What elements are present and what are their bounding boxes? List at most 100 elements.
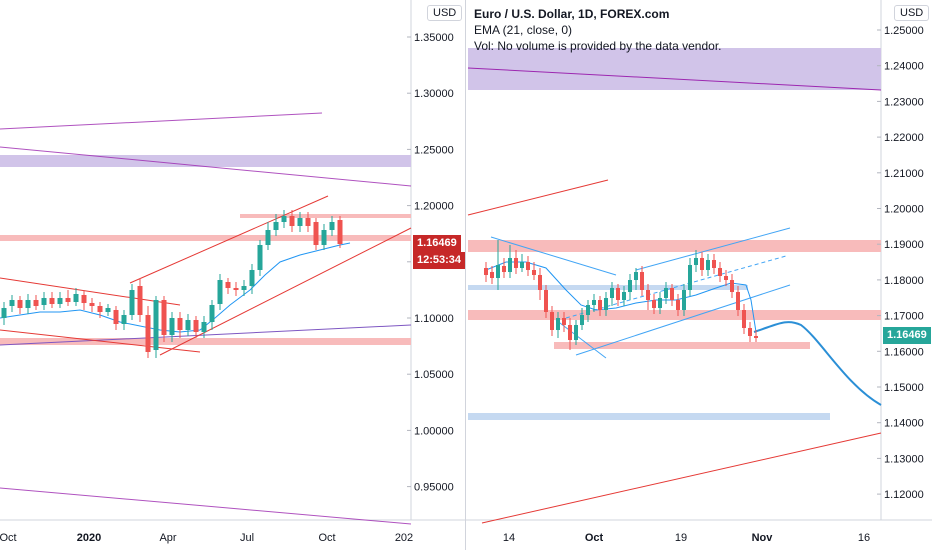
left-time-label: 2020 <box>77 532 101 544</box>
left-price-label: 1.10000 <box>414 313 454 325</box>
left-time-label: Apr <box>159 532 176 544</box>
left-pink-zone-3 <box>240 214 411 218</box>
right-price-label: 1.15000 <box>884 382 924 394</box>
candle-body <box>1 308 7 318</box>
legend-volume[interactable]: Vol: No volume is provided by the data v… <box>474 39 722 53</box>
right-blue-line-4 <box>635 227 791 271</box>
right-price-label: 1.22000 <box>884 132 924 144</box>
left-price-label: 1.20000 <box>414 201 454 213</box>
right-purple-line <box>467 67 882 91</box>
left-purple-zone <box>0 155 411 167</box>
candle-body <box>193 320 199 332</box>
candle-body <box>484 268 488 275</box>
candle-body <box>265 230 271 245</box>
right-pink-zone-2 <box>468 310 881 320</box>
left-purple-line-2 <box>0 146 412 187</box>
left-price-label: 1.35000 <box>414 32 454 44</box>
right-pink-zone-3 <box>554 342 810 349</box>
candle-body <box>664 288 668 298</box>
right-pink-zone-1 <box>468 240 881 252</box>
left-price-label: 1.30000 <box>414 88 454 100</box>
right-blue-zone-1 <box>468 285 748 290</box>
candle-body <box>706 260 710 270</box>
right-candles <box>484 240 758 350</box>
candle-body <box>129 290 135 315</box>
candle-body <box>556 318 560 330</box>
right-price-label: 1.24000 <box>884 61 924 73</box>
right-current-price-label: 1.16469 <box>883 327 931 344</box>
candle-body <box>754 336 758 338</box>
candle-body <box>532 270 536 275</box>
candle-body <box>724 276 728 280</box>
left-pink-zone-1 <box>0 235 411 241</box>
candle-body <box>550 312 554 330</box>
left-countdown-label: 12:53:34 <box>413 252 465 269</box>
right-time-label: 19 <box>675 532 687 544</box>
candle-body <box>169 318 175 335</box>
candle-body <box>676 300 680 310</box>
right-currency-button[interactable]: USD <box>894 5 930 21</box>
right-chart-canvas[interactable]: 1.25000 1.24000 1.23000 1.22000 1.21000 1.200… <box>466 0 932 550</box>
left-time-label: 202 <box>395 532 413 544</box>
candle-body <box>17 300 23 308</box>
candle-body <box>113 310 119 324</box>
right-price-label: 1.13000 <box>884 453 924 465</box>
candle-body <box>538 275 542 290</box>
candle-body <box>574 325 578 340</box>
left-pink-zone-2 <box>0 338 411 345</box>
candle-body <box>562 318 566 325</box>
candle-body <box>297 218 303 226</box>
legend-ema[interactable]: EMA (21, close, 0) <box>474 23 573 37</box>
candle-body <box>209 305 215 322</box>
candle-body <box>502 266 506 272</box>
candle-body <box>153 300 159 350</box>
legend-title[interactable]: Euro / U.S. Dollar, 1D, FOREX.com <box>474 7 670 21</box>
right-price-label: 1.20000 <box>884 204 924 216</box>
candle-body <box>57 298 63 304</box>
left-chart-pane[interactable]: 1.350001.300001.250001.200001.150001.100… <box>0 0 465 550</box>
candle-body <box>305 218 311 226</box>
candle-body <box>145 315 151 352</box>
candle-body <box>41 298 47 305</box>
candle-body <box>201 322 207 332</box>
candle-body <box>652 300 656 308</box>
candle-body <box>89 303 95 306</box>
candle-body <box>634 272 638 280</box>
candle-body <box>177 318 183 330</box>
left-red-line-2 <box>0 329 201 353</box>
right-blue-zone-2 <box>468 413 830 420</box>
candle-body <box>313 222 319 245</box>
candle-body <box>670 288 674 300</box>
left-red-line-3 <box>129 195 329 284</box>
right-price-label: 1.19000 <box>884 239 924 251</box>
left-currency-button[interactable]: USD <box>427 5 463 21</box>
right-price-label: 1.17000 <box>884 311 924 323</box>
right-ema-line <box>485 261 757 333</box>
right-price-label: 1.21000 <box>884 168 924 180</box>
right-price-label: 1.14000 <box>884 418 924 430</box>
right-price-labels: 1.25000 1.24000 1.23000 1.22000 1.21000 1.200… <box>877 25 924 501</box>
right-price-label: 1.25000 <box>884 25 924 37</box>
candle-body <box>73 294 79 302</box>
right-price-label: 1.18000 <box>884 275 924 287</box>
candle-body <box>33 300 39 306</box>
candle-body <box>622 292 626 300</box>
left-chart-canvas[interactable]: 1.350001.300001.250001.200001.150001.100… <box>0 0 465 550</box>
right-time-label: 16 <box>858 532 870 544</box>
candle-body <box>640 272 644 290</box>
right-price-label: 1.12000 <box>884 489 924 501</box>
candle-body <box>712 260 716 268</box>
candle-body <box>592 300 596 305</box>
candle-body <box>65 298 71 302</box>
candle-body <box>137 286 143 315</box>
candle-body <box>586 305 590 315</box>
candle-body <box>217 280 223 304</box>
candle-body <box>526 262 530 270</box>
left-current-price-label: 1.16469 <box>413 235 461 252</box>
right-chart-pane[interactable]: 1.25000 1.24000 1.23000 1.22000 1.21000 1.200… <box>466 0 932 550</box>
candle-body <box>610 288 614 298</box>
candle-body <box>249 270 255 286</box>
right-purple-zone <box>468 48 881 90</box>
left-red-line-4 <box>159 227 412 356</box>
pane-divider[interactable] <box>465 0 466 550</box>
